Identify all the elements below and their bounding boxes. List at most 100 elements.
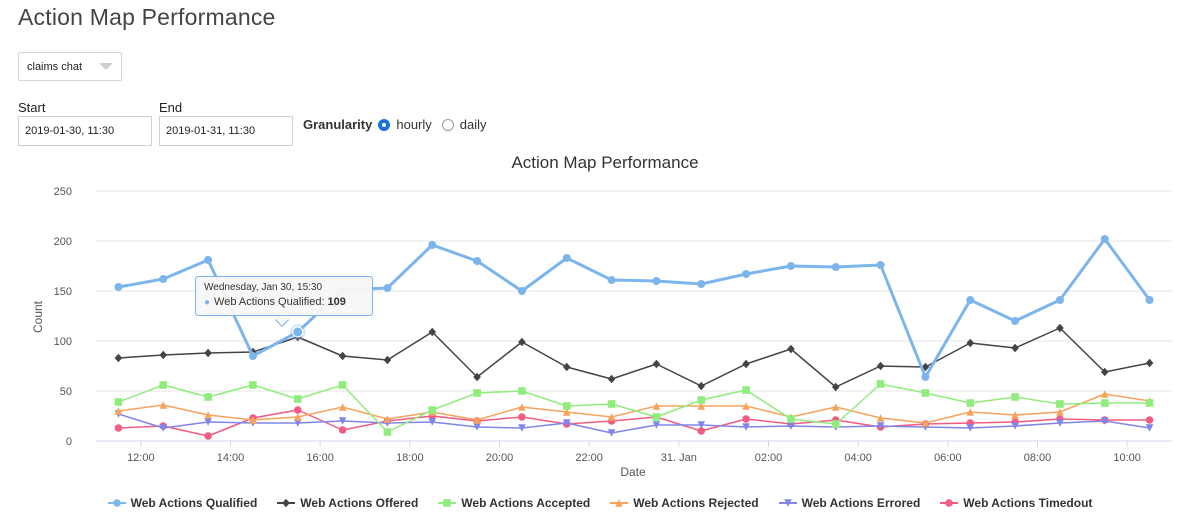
app-select-value: claims chat	[27, 60, 83, 73]
data-point	[159, 424, 168, 432]
legend-item[interactable]: Web Actions Offered	[277, 496, 418, 510]
data-point	[966, 296, 975, 304]
chart-grid	[96, 190, 1172, 442]
data-point	[1056, 408, 1064, 416]
data-point	[159, 350, 168, 360]
data-point	[249, 347, 257, 357]
data-point	[1145, 416, 1154, 424]
y-tick-label: 200	[54, 236, 72, 248]
chart-title: Action Map Performance	[511, 153, 698, 172]
data-point	[876, 422, 885, 430]
x-tick-label: 22:00	[575, 452, 603, 464]
data-point	[876, 261, 885, 269]
data-point	[114, 353, 123, 363]
data-point	[383, 415, 392, 423]
tooltip-series-name: Web Actions Qualified:	[214, 296, 325, 308]
data-point	[1145, 358, 1154, 368]
data-point	[652, 413, 661, 421]
end-date-input[interactable]	[159, 116, 293, 146]
legend-item[interactable]: Web Actions Timedout	[940, 496, 1092, 510]
x-tick-label: 18:00	[396, 452, 424, 464]
series-line	[118, 393, 1150, 424]
tooltip-row: ● Web Actions Qualified: 109	[204, 296, 364, 308]
tooltip-series-dot-icon: ●	[204, 296, 211, 308]
data-point	[652, 402, 661, 410]
data-point	[114, 398, 123, 406]
hover-point	[292, 326, 304, 338]
legend-item[interactable]: Web Actions Accepted	[438, 496, 590, 510]
x-tick-label: 04:00	[844, 452, 872, 464]
start-label: Start	[18, 100, 46, 115]
page-title: Action Map Performance	[18, 4, 276, 30]
data-point	[607, 429, 616, 437]
legend-item[interactable]: Web Actions Qualified	[107, 496, 258, 510]
data-point	[1011, 343, 1019, 353]
data-point	[562, 408, 571, 416]
data-point	[1056, 323, 1064, 333]
legend-label: Web Actions Qualified	[130, 496, 258, 510]
radio-hourly[interactable]	[378, 118, 391, 131]
data-point	[159, 401, 168, 409]
data-point	[921, 389, 930, 397]
data-point	[204, 418, 212, 426]
start-date-input[interactable]	[18, 116, 152, 146]
data-point	[293, 406, 302, 414]
end-label: End	[159, 100, 183, 115]
data-point	[518, 424, 526, 432]
data-point	[1056, 400, 1064, 408]
data-point	[473, 389, 481, 397]
data-point	[1056, 419, 1064, 427]
data-point	[562, 254, 571, 262]
data-point	[562, 419, 571, 427]
data-point	[742, 386, 750, 394]
legend-marker	[615, 499, 624, 507]
data-point	[383, 428, 392, 436]
data-point	[876, 361, 885, 371]
data-point	[1145, 296, 1154, 304]
chart-tooltip: Wednesday, Jan 30, 15:30 ● Web Actions Q…	[195, 276, 373, 316]
legend-symbol-icon	[610, 499, 629, 507]
data-point	[652, 359, 661, 369]
data-point	[204, 411, 212, 419]
x-tick-label: 06:00	[934, 452, 962, 464]
y-tick-label: 250	[54, 186, 72, 198]
data-point	[159, 275, 168, 283]
data-point	[114, 424, 123, 432]
radio-hourly-label[interactable]: hourly	[396, 117, 432, 132]
data-point	[383, 355, 392, 365]
chart-axes: 0 50 100 150 200 250 12:00 14:00 16:00 18:00 20:00…	[54, 186, 1141, 464]
data-point	[697, 280, 706, 288]
y-tick-label: 100	[54, 336, 72, 348]
data-point	[159, 381, 168, 389]
data-point	[1100, 417, 1109, 425]
data-point	[787, 415, 795, 423]
data-point	[876, 380, 885, 388]
tooltip-value: 109	[327, 296, 346, 308]
x-tick-label: 14:00	[217, 452, 245, 464]
legend-marker	[112, 499, 121, 507]
x-tick-label: 12:00	[127, 452, 155, 464]
data-point	[921, 373, 930, 381]
app-select-dropdown[interactable]: claims chat	[18, 52, 122, 81]
data-point	[786, 262, 795, 270]
data-point	[249, 416, 257, 424]
data-point	[428, 241, 437, 249]
data-point	[473, 372, 481, 382]
series-line	[118, 327, 1150, 388]
series-line	[118, 413, 1150, 434]
data-point	[831, 382, 840, 392]
radio-daily-label[interactable]: daily	[459, 117, 487, 132]
x-tick-label: 02:00	[755, 452, 783, 464]
radio-daily[interactable]	[441, 118, 454, 131]
data-point	[787, 344, 795, 354]
legend-item[interactable]: Web Actions Rejected	[610, 496, 759, 510]
legend-marker	[443, 499, 452, 507]
data-point	[742, 402, 750, 410]
legend-symbol-icon	[940, 499, 959, 507]
data-point	[428, 406, 437, 414]
data-point	[742, 359, 750, 369]
data-point	[562, 362, 571, 372]
legend-item[interactable]: Web Actions Errored	[778, 496, 920, 510]
data-point	[1100, 235, 1109, 243]
data-point	[473, 416, 481, 424]
